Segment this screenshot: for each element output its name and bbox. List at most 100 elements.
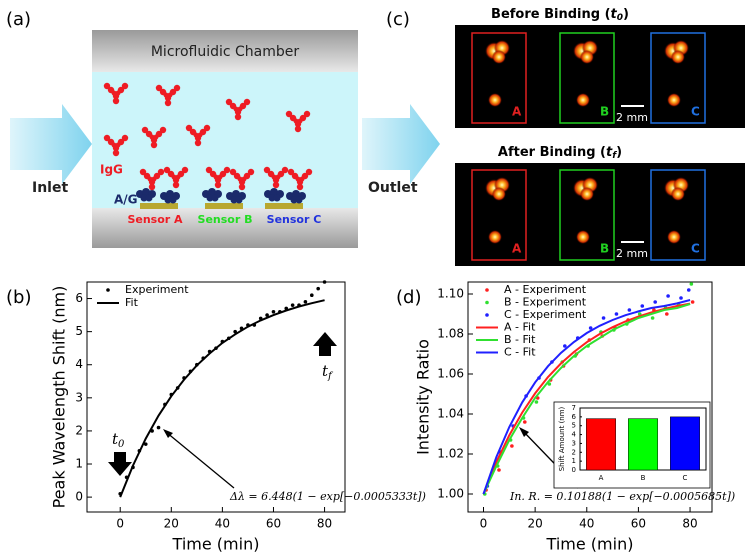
data-point	[303, 300, 308, 304]
data-point	[534, 400, 539, 404]
sensor-image-label: C	[691, 242, 700, 256]
data-point	[497, 468, 501, 472]
y-tick-label: 1.10	[437, 287, 464, 301]
x-tick-label: 0	[480, 517, 488, 531]
bar	[586, 418, 616, 471]
data-point	[156, 425, 161, 430]
y-tick-label: 0	[75, 490, 83, 504]
fit-line	[482, 303, 691, 495]
inlet-arrow	[10, 104, 92, 184]
data-point	[143, 442, 148, 446]
y-tick-label: 4	[75, 357, 83, 371]
sensor-image-label: A	[512, 105, 522, 119]
chamber-fluid	[92, 72, 358, 208]
images: Before Binding (t0) A B C 2 mm After Bin…	[455, 7, 745, 266]
x-tick-label: 40	[579, 517, 594, 531]
equation: In. R. = 0.10188(1 − exp[−0.0005685t])	[509, 490, 735, 503]
data-point	[290, 303, 295, 307]
y-tick-label: 5	[75, 324, 83, 338]
pointer	[165, 431, 235, 489]
sensor-box	[471, 169, 527, 261]
data-point	[650, 316, 655, 320]
sensor-label: Sensor C	[267, 213, 322, 226]
data-point	[510, 444, 514, 448]
y-tick-label: 4	[572, 431, 577, 439]
y-tick-label: 1	[75, 457, 83, 471]
y-axis-label: Intensity Ratio	[414, 339, 433, 455]
data-point	[666, 294, 670, 298]
x-tick-label: 0	[116, 517, 124, 531]
data-point	[665, 312, 669, 316]
t0-label: t0	[112, 430, 125, 450]
x-tick-label: 80	[317, 517, 332, 531]
fit-line	[119, 299, 325, 498]
data-point	[679, 296, 683, 300]
y-tick-label: 6	[572, 413, 577, 421]
data-point	[614, 312, 619, 316]
y-tick-label: 1.06	[437, 367, 464, 381]
plot-frame	[467, 281, 713, 513]
igg-label: IgG	[100, 163, 123, 177]
data-point	[690, 300, 695, 304]
legend-label: Fit	[125, 296, 139, 309]
legend-label: B - Fit	[504, 333, 536, 346]
x-tick-label: 40	[215, 517, 230, 531]
bar	[628, 418, 658, 471]
y-tick-label: 1.02	[437, 447, 464, 461]
x-axis-label: Time (min)	[546, 535, 634, 554]
panel-label: (a)	[6, 9, 31, 30]
y-tick-label: 1.00	[437, 487, 464, 501]
plot-frame	[86, 281, 346, 513]
data-point	[563, 344, 567, 348]
legend-label: C - Fit	[504, 346, 536, 359]
data-point	[316, 286, 320, 291]
x-tick-label: 60	[266, 517, 281, 531]
scale-label: 2 mm	[616, 247, 648, 260]
y-tick-label: 3	[572, 439, 576, 447]
y-tick-label: 0	[572, 466, 576, 474]
legend-swatch	[485, 288, 489, 292]
chamber-bottom	[92, 208, 358, 248]
outlet-label: Outlet	[368, 180, 418, 196]
sensor-pad	[265, 203, 303, 209]
legend-label: A - Experiment	[504, 283, 587, 296]
data-point	[309, 293, 314, 298]
y-tick-label: 5	[572, 422, 576, 430]
equation: Δλ = 6.448(1 − exp[−0.0005333t])	[229, 490, 426, 503]
panel-label: (d)	[396, 287, 421, 308]
scale-label: 2 mm	[616, 111, 648, 124]
data-point	[271, 309, 276, 314]
x-tick-label: A	[599, 474, 604, 482]
data-point	[322, 280, 327, 284]
diagram: Microfluidic Chamber Inlet Outlet IgG A/…	[10, 30, 440, 248]
fit-line	[482, 302, 691, 495]
data-point	[627, 308, 632, 312]
pointer-head	[163, 429, 173, 438]
data-point	[689, 282, 694, 286]
data-point	[523, 420, 527, 424]
tf-arrow	[313, 332, 337, 356]
sensor-box	[559, 169, 615, 261]
bar	[670, 416, 700, 471]
fit-line	[482, 299, 691, 495]
data-point	[653, 300, 657, 304]
legend-label: C - Experiment	[504, 308, 587, 321]
y-tick-label: 6	[75, 291, 83, 305]
tf-label: tf	[322, 362, 334, 382]
data-point	[686, 288, 691, 292]
x-tick-label: 60	[631, 517, 646, 531]
legend-label: A - Fit	[504, 321, 536, 334]
sensor-pad	[140, 203, 178, 209]
sensor-image-label: A	[512, 242, 522, 256]
y-tick-label: 1	[572, 457, 576, 465]
sensor-image-label: C	[691, 105, 700, 119]
data-point	[265, 313, 269, 317]
legend-label: Experiment	[125, 283, 189, 296]
y-tick-label: 1.04	[437, 407, 464, 421]
x-axis-label: Time (min)	[172, 535, 260, 554]
sensor-box	[471, 32, 527, 124]
sensor-image-label: B	[600, 105, 609, 119]
x-tick-label: B	[641, 474, 646, 482]
x-tick-label: 20	[527, 517, 542, 531]
